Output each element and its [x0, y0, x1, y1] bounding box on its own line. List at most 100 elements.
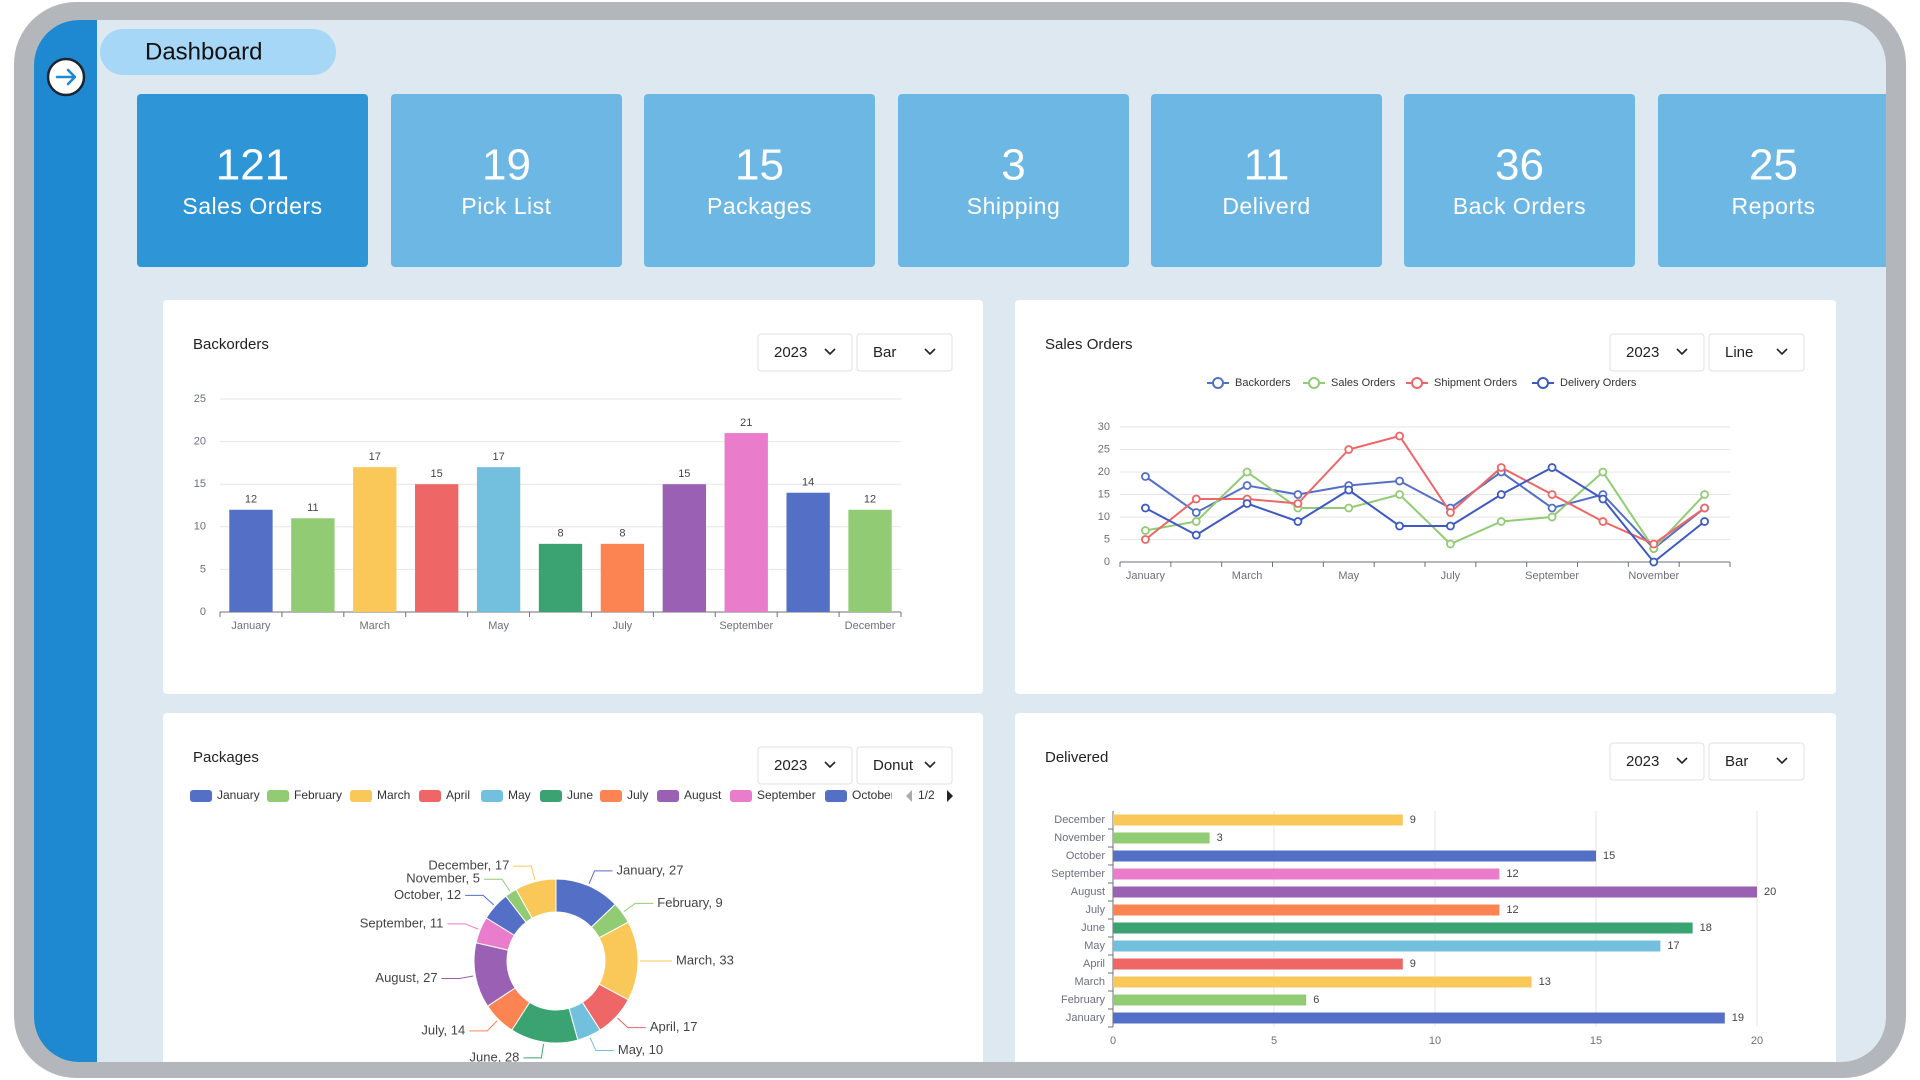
legend-item[interactable]: Shipment Orders [1406, 377, 1518, 389]
chart-panel: Backorders 2023 Bar 0 5 10 15 20 25 12 January 11 17… [163, 300, 983, 694]
point-marker [1649, 557, 1659, 567]
slice-label: August, 27 [375, 970, 437, 985]
stat-card[interactable]: 36 Back Orders [1404, 94, 1635, 267]
legend-label: August [684, 788, 722, 802]
legend-item[interactable]: Backorders [1207, 377, 1291, 389]
legend-item[interactable]: October [825, 788, 895, 802]
dropdown-value: 2023 [1626, 753, 1659, 770]
dropdown[interactable]: 2023 [1609, 742, 1705, 781]
bar [1113, 976, 1532, 988]
dropdown[interactable]: 2023 [757, 333, 853, 372]
card-label: Pick List [461, 193, 551, 219]
stat-card[interactable]: 121 Sales Orders [137, 94, 368, 267]
y-tick-label: 15 [1098, 488, 1110, 500]
point-marker [1242, 467, 1252, 477]
x-tick-label: January [231, 620, 271, 632]
dropdown-box [856, 333, 953, 372]
x-tick-label: March [359, 620, 390, 632]
dropdown-value: 2023 [774, 344, 807, 361]
legend-label: September [757, 788, 816, 802]
x-tick-label: May [1338, 570, 1359, 582]
legend-marker [1212, 377, 1224, 389]
card-background [1151, 94, 1382, 267]
legend-item[interactable]: Delivery Orders [1532, 377, 1637, 389]
legend-swatch [730, 790, 752, 802]
dropdown-box [1609, 333, 1705, 372]
x-tick-label: December [845, 620, 896, 632]
stat-card[interactable]: 19 Pick List [391, 94, 622, 267]
bar-value-label: 12 [1506, 904, 1518, 916]
bar-value-label: 20 [1764, 886, 1776, 898]
dropdown-value: Bar [1725, 753, 1748, 770]
dropdown[interactable]: Bar [856, 333, 953, 372]
x-tick-label: 10 [1429, 1035, 1441, 1047]
point-marker [1141, 526, 1150, 535]
legend-next[interactable] [947, 790, 953, 802]
chart-title: Sales Orders [1045, 336, 1133, 353]
legend-item[interactable]: Sales Orders [1303, 377, 1396, 389]
series-line [1144, 466, 1706, 564]
y-tick-label: August [1071, 886, 1105, 898]
legend-item[interactable]: August [657, 788, 722, 802]
bar-value-label: 15 [431, 468, 443, 480]
dropdown[interactable]: 2023 [757, 746, 853, 785]
legend-label: Shipment Orders [1434, 377, 1518, 389]
legend-item[interactable]: April [419, 788, 470, 802]
page-title-pill [100, 29, 336, 75]
y-tick-label: 30 [1098, 421, 1110, 433]
legend-item[interactable]: July [600, 788, 648, 802]
stat-card[interactable]: 25 Reports [1658, 94, 1889, 267]
legend-label: May [508, 788, 531, 802]
bar-value-label: 9 [1410, 958, 1416, 970]
legend-item[interactable]: June [540, 788, 593, 802]
label-leader [617, 1017, 646, 1029]
bar [229, 509, 273, 612]
legend-item[interactable]: March [350, 788, 410, 802]
y-tick-label: November [1054, 832, 1105, 844]
chevron-icon [924, 348, 936, 356]
legend-item[interactable]: January [190, 788, 260, 802]
point-marker [1242, 499, 1252, 508]
bar-value-label: 17 [369, 451, 381, 463]
dropdown[interactable]: 2023 [1609, 333, 1705, 372]
dropdown[interactable]: Donut [856, 746, 953, 785]
card-background [1404, 94, 1635, 267]
x-tick-label: 15 [1590, 1035, 1602, 1047]
label-leader [469, 1020, 498, 1032]
slice-label: February, 9 [657, 895, 723, 910]
stat-card[interactable]: 15 Packages [644, 94, 875, 267]
chevron-icon [824, 348, 836, 356]
bar [848, 509, 892, 612]
stat-card[interactable]: 11 Deliverd [1151, 94, 1382, 267]
legend-item[interactable]: May [481, 788, 531, 802]
y-tick-label: July [1085, 904, 1105, 916]
slice-label: March, 33 [676, 952, 734, 967]
bar-value-label: 17 [1667, 940, 1679, 952]
card-value: 19 [482, 141, 531, 190]
legend-item[interactable]: February [267, 788, 342, 802]
legend-prev[interactable] [906, 790, 912, 802]
stat-card[interactable]: 3 Shipping [898, 94, 1129, 267]
y-tick-label: 5 [1104, 533, 1110, 545]
dropdown[interactable]: Line [1708, 333, 1805, 372]
card-background [644, 94, 875, 267]
bar-value-label: 8 [557, 528, 563, 540]
sidebar-toggle[interactable] [46, 57, 86, 97]
chart-title: Delivered [1045, 749, 1108, 766]
dropdown-value: 2023 [1626, 344, 1659, 361]
legend-label: February [294, 788, 342, 802]
card-value: 15 [735, 141, 784, 190]
legend-item[interactable]: September [730, 788, 816, 802]
point-marker [1598, 517, 1608, 526]
legend-label: October [852, 788, 895, 802]
dropdown[interactable]: Bar [1708, 742, 1805, 781]
bar-value-label: 17 [492, 451, 504, 463]
x-tick-label: March [1232, 570, 1263, 582]
point-marker [1293, 499, 1303, 508]
y-tick-label: May [1084, 940, 1105, 952]
card-label: Shipping [967, 193, 1061, 219]
bar-value-label: 15 [1603, 850, 1615, 862]
x-tick-label: 5 [1271, 1035, 1277, 1047]
x-tick-label: May [488, 620, 509, 632]
